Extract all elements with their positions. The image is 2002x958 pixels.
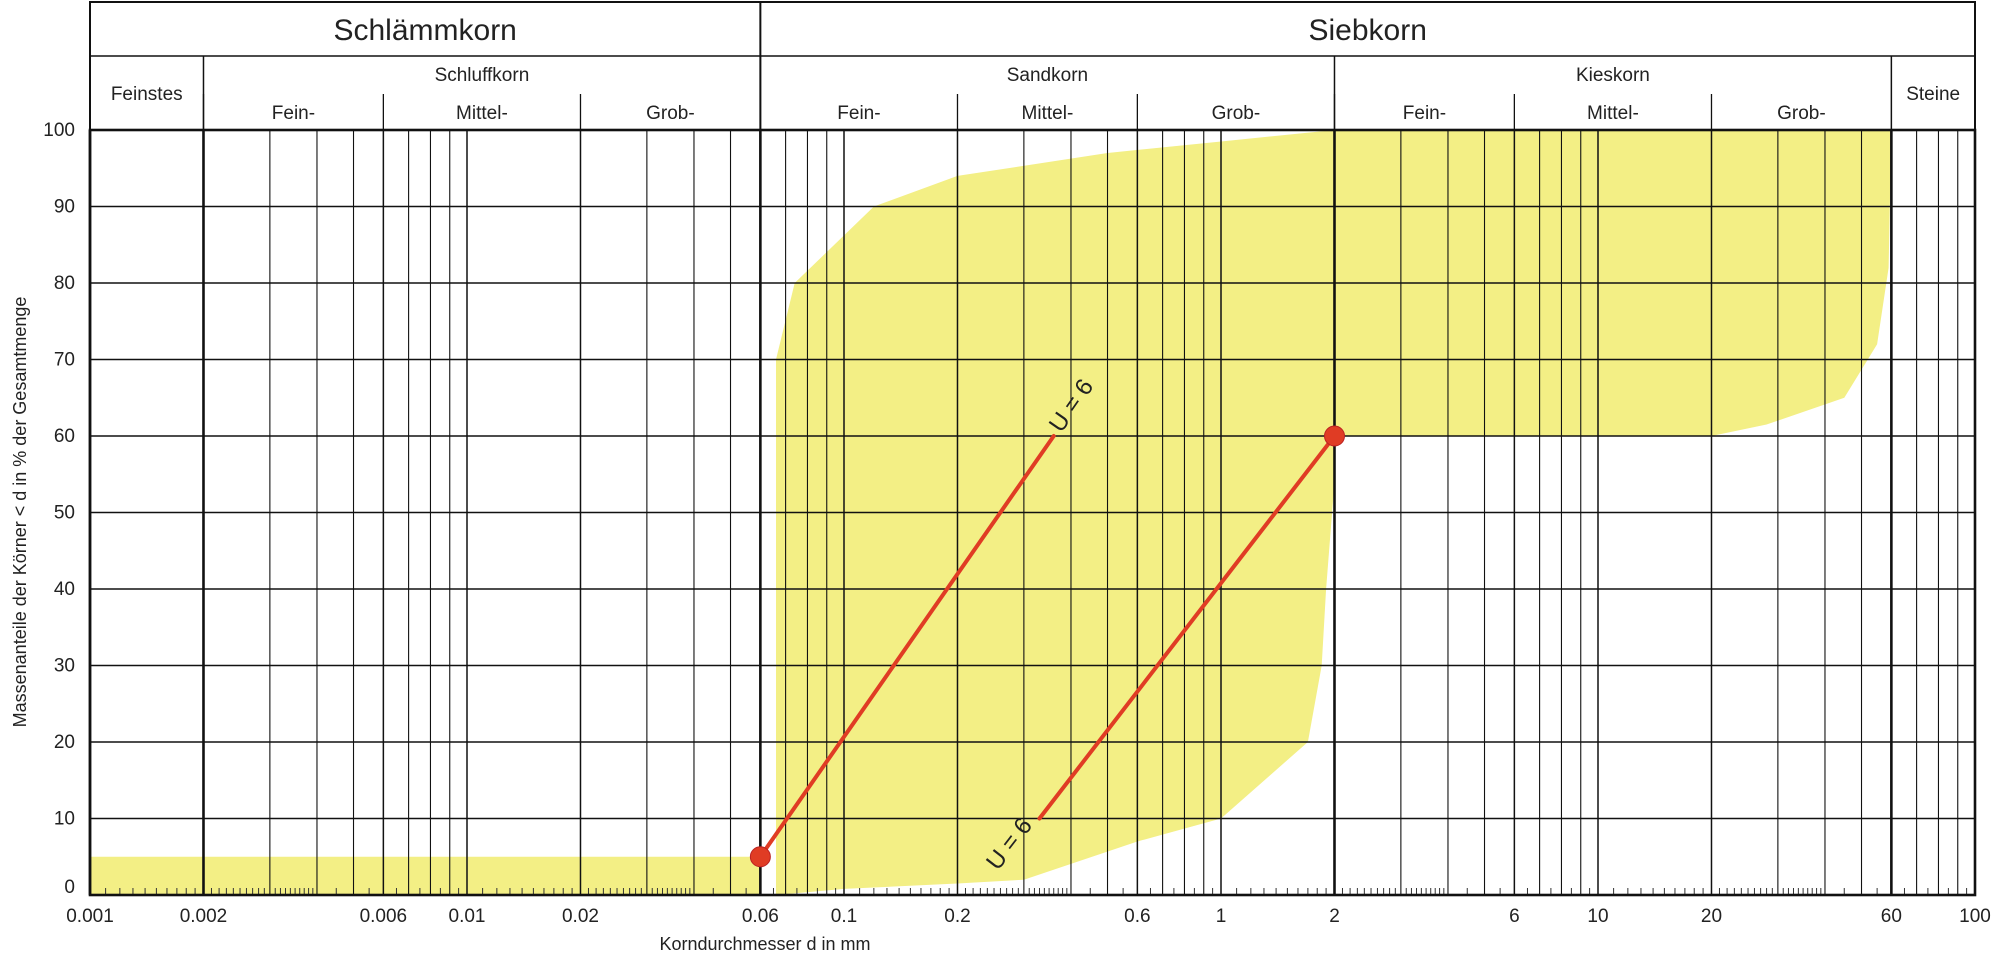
y-tick-label: 0: [64, 877, 75, 898]
header-sub-label: Mittel-: [456, 103, 508, 124]
header-sub-label: Grob-: [646, 103, 695, 124]
x-tick-label: 0.006: [360, 906, 408, 927]
header-top-label: Siebkorn: [1308, 14, 1426, 47]
x-tick-label: 0.002: [180, 906, 228, 927]
x-tick-label: 2: [1329, 906, 1340, 927]
data-point-marker: [749, 846, 771, 868]
y-tick-label: 50: [54, 503, 75, 524]
x-tick-label: 20: [1701, 906, 1722, 927]
x-tick-label: 0.6: [1124, 906, 1150, 927]
header-sub-label: Mittel-: [1022, 103, 1074, 124]
x-tick-label: 0.001: [66, 906, 114, 927]
x-tick-label: 10: [1587, 906, 1608, 927]
y-tick-label: 100: [43, 120, 75, 141]
header-group-label: Schluffkorn: [435, 65, 530, 86]
x-axis-label: Korndurchmesser d in mm: [659, 934, 870, 954]
grain-class-header: Schlämmkorn Siebkorn Feinstes Schluffkorn Sa…: [89, 1, 1976, 131]
y-tick-label: 80: [54, 273, 75, 294]
x-tick-label: 0.06: [742, 906, 779, 927]
x-tick-label: 0.02: [562, 906, 599, 927]
y-tick-label: 30: [54, 656, 75, 677]
x-tick-label: 60: [1881, 906, 1902, 927]
y-tick-label: 20: [54, 732, 75, 753]
x-tick-label: 0.2: [944, 906, 970, 927]
header-sub-label: Fein-: [837, 103, 880, 124]
y-tick-label: 40: [54, 579, 75, 600]
header-group-label: Sandkorn: [1007, 65, 1088, 86]
x-tick-label: 100: [1959, 906, 1991, 927]
envelope-area-1: [90, 856, 761, 895]
header-group-label: Feinstes: [111, 84, 183, 105]
header-sub-label: Mittel-: [1587, 103, 1639, 124]
data-point-marker: [1323, 425, 1345, 447]
x-tick-label: 0.1: [831, 906, 857, 927]
header-sub-label: Fein-: [1403, 103, 1446, 124]
header-sub-label: Grob-: [1212, 103, 1261, 124]
uniformity-line-2: [1037, 434, 1337, 821]
y-tick-label: 10: [54, 809, 75, 830]
x-tick-label: 1: [1216, 906, 1227, 927]
y-tick-label: 90: [54, 197, 75, 218]
x-tick-label: 6: [1509, 906, 1520, 927]
envelope-area-layer: [90, 130, 1892, 895]
x-tick-label: 0.01: [449, 906, 486, 927]
header-sub-label: Fein-: [272, 103, 315, 124]
y-tick-label: 70: [54, 350, 75, 371]
y-axis-label: Massenanteile der Körner < d in % der Ge…: [10, 297, 30, 728]
header-group-label: Steine: [1906, 84, 1960, 105]
envelope-area-2: [776, 130, 1892, 895]
header-group-label: Kieskorn: [1576, 65, 1650, 86]
tick-labels-layer: 0 10 20 30 40 50 60 70 80 90 100 0.001 0.002 0.006 0.0…: [43, 120, 1991, 927]
header-sub-label: Grob-: [1777, 103, 1826, 124]
y-tick-label: 60: [54, 426, 75, 447]
header-top-label: Schlämmkorn: [333, 14, 516, 47]
uniformity-line-1: [758, 434, 1056, 859]
